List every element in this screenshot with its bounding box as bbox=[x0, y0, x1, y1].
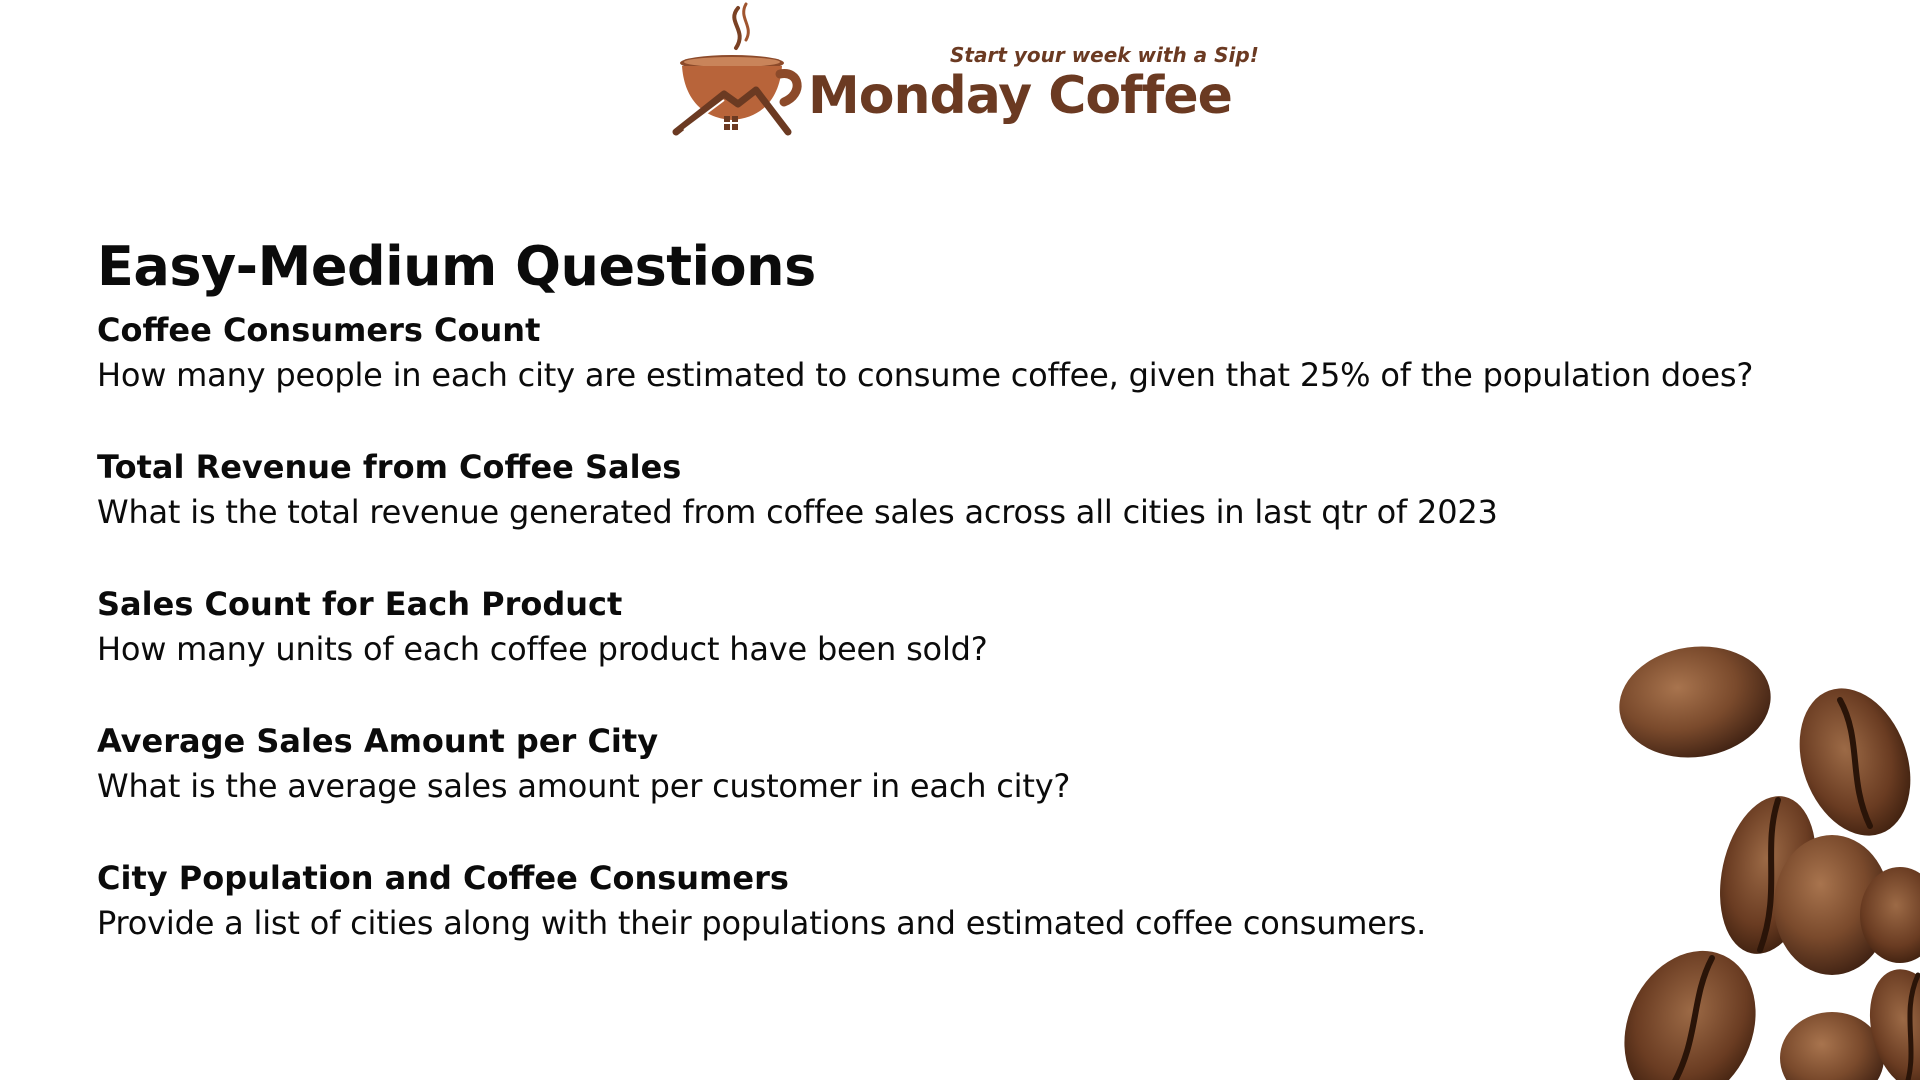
question-text: What is the average sales amount per cus… bbox=[97, 767, 1071, 805]
question-text: Provide a list of cities along with thei… bbox=[97, 904, 1427, 942]
coffee-cup-house-icon bbox=[672, 2, 802, 136]
question-title: City Population and Coffee Consumers bbox=[97, 859, 789, 897]
page-title: Easy-Medium Questions bbox=[97, 235, 816, 298]
question-title: Average Sales Amount per City bbox=[97, 722, 659, 760]
question-text: How many units of each coffee product ha… bbox=[97, 630, 988, 668]
question-item: Total Revenue from Coffee Sales What is … bbox=[97, 445, 1797, 535]
question-title: Total Revenue from Coffee Sales bbox=[97, 448, 682, 486]
coffee-bean bbox=[1780, 1012, 1884, 1080]
question-item: Average Sales Amount per City What is th… bbox=[97, 719, 1797, 809]
coffee-beans-image bbox=[1619, 646, 1920, 1080]
coffee-bean bbox=[1624, 950, 1756, 1080]
question-title: Sales Count for Each Product bbox=[97, 585, 623, 623]
coffee-bean bbox=[1860, 867, 1920, 963]
question-item: Sales Count for Each Product How many un… bbox=[97, 582, 1797, 672]
question-text: How many people in each city are estimat… bbox=[97, 356, 1754, 394]
coffee-bean bbox=[1869, 969, 1920, 1080]
coffee-bean bbox=[1799, 688, 1911, 836]
question-item: City Population and Coffee Consumers Pro… bbox=[97, 856, 1797, 946]
question-item: Coffee Consumers Count How many people i… bbox=[97, 308, 1797, 398]
question-text: What is the total revenue generated from… bbox=[97, 493, 1498, 531]
question-title: Coffee Consumers Count bbox=[97, 311, 541, 349]
logo-name: Monday Coffee bbox=[808, 66, 1233, 126]
coffee-bean bbox=[1619, 646, 1771, 758]
logo-tagline: Start your week with a Sip! bbox=[950, 43, 1259, 67]
slide-content: Easy-Medium Questions Coffee Consumers C… bbox=[97, 232, 1797, 993]
coffee-bean bbox=[1774, 835, 1890, 975]
brand-logo: Start your week with a Sip! Monday Coffe… bbox=[660, 0, 1260, 150]
